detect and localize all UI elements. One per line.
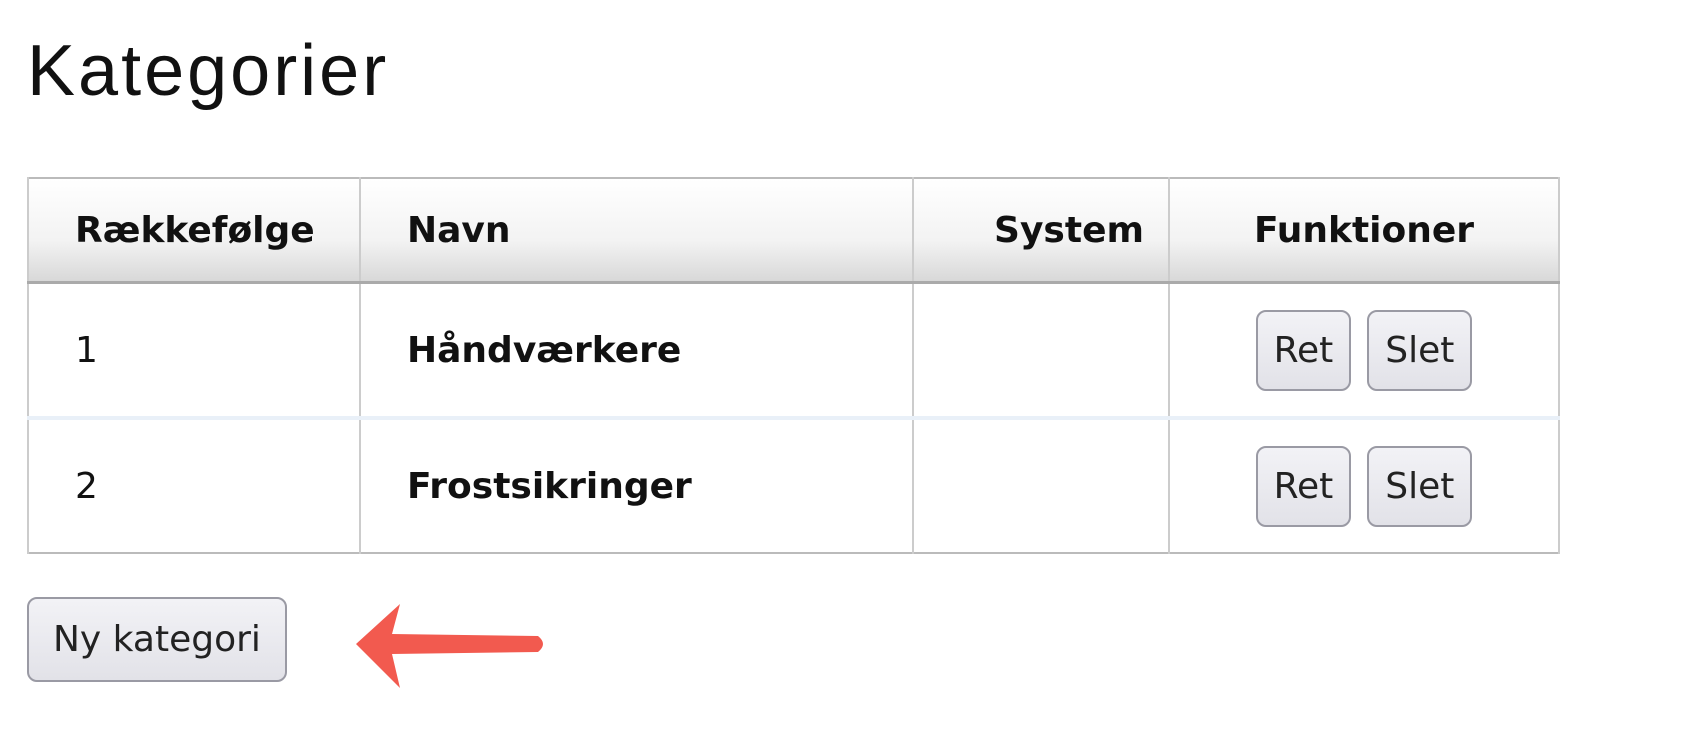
system-cell [912, 282, 1170, 420]
table-row: 1 Håndværkere Ret Slet [27, 282, 1560, 420]
table-row: 2 Frostsikringer Ret Slet [27, 418, 1560, 553]
edit-button[interactable]: Ret [1255, 445, 1352, 527]
header-name[interactable]: Navn [359, 178, 914, 284]
system-cell [912, 418, 1170, 553]
header-system[interactable]: System [912, 178, 1170, 284]
functions-cell: Ret Slet [1168, 418, 1560, 553]
header-functions: Funktioner [1168, 178, 1560, 284]
delete-button[interactable]: Slet [1367, 445, 1473, 527]
header-order[interactable]: Rækkefølge [27, 178, 361, 284]
order-cell: 1 [27, 282, 361, 420]
new-category-button[interactable]: Ny kategori [27, 597, 287, 682]
page-title: Kategorier [27, 31, 390, 111]
order-cell: 2 [27, 418, 361, 553]
functions-cell: Ret Slet [1168, 282, 1560, 420]
delete-button[interactable]: Slet [1367, 309, 1473, 391]
name-cell: Håndværkere [359, 282, 914, 420]
arrow-left-icon [356, 604, 543, 688]
name-cell: Frostsikringer [359, 418, 914, 553]
categories-table: Rækkefølge Navn System Funktioner 1 Hånd… [27, 177, 1560, 554]
edit-button[interactable]: Ret [1255, 309, 1352, 391]
table-header-row: Rækkefølge Navn System Funktioner [27, 178, 1560, 284]
